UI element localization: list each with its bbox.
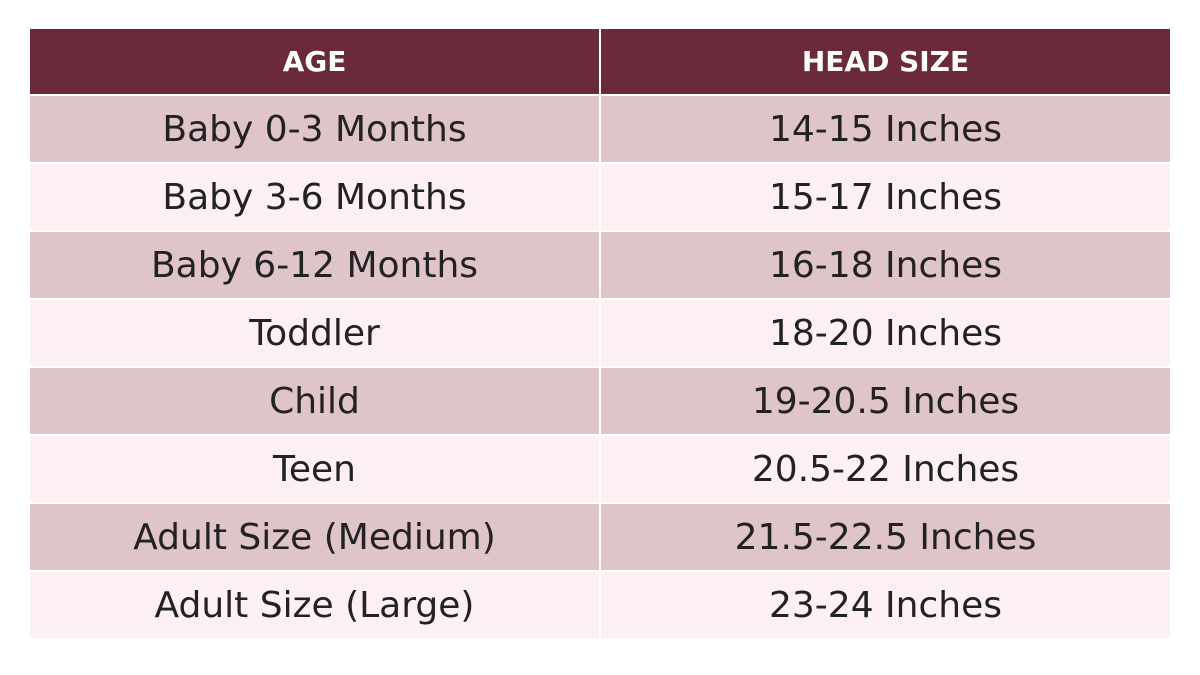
table-cell: Adult Size (Medium)	[30, 502, 601, 572]
table-cell: 16-18 Inches	[599, 230, 1170, 300]
table-cell: Baby 0-3 Months	[30, 94, 601, 164]
column-header: AGE	[30, 29, 601, 96]
table-row: Baby 6-12 Months 16-18 Inches	[30, 230, 1170, 300]
table-row: Baby 3-6 Months 15-17 Inches	[30, 162, 1170, 232]
head-size-table: AGE HEAD SIZE Baby 0-3 Months 14-15 Inches…	[30, 29, 1170, 640]
table-cell: 20.5-22 Inches	[599, 434, 1170, 504]
table-row: Baby 0-3 Months 14-15 Inches	[30, 94, 1170, 164]
table-cell: 15-17 Inches	[599, 162, 1170, 232]
table-cell: 14-15 Inches	[599, 94, 1170, 164]
table-cell: Child	[30, 366, 601, 436]
table-cell: Adult Size (Large)	[30, 570, 601, 640]
table-row: Teen 20.5-22 Inches	[30, 434, 1170, 504]
table-cell: Toddler	[30, 298, 601, 368]
table-cell: 18-20 Inches	[599, 298, 1170, 368]
table-row: Adult Size (Medium) 21.5-22.5 Inches	[30, 502, 1170, 572]
table-cell: Baby 6-12 Months	[30, 230, 601, 300]
table-cell: 21.5-22.5 Inches	[599, 502, 1170, 572]
table-row: Toddler 18-20 Inches	[30, 298, 1170, 368]
table-cell: 19-20.5 Inches	[599, 366, 1170, 436]
table-cell: Teen	[30, 434, 601, 504]
table-row: Adult Size (Large) 23-24 Inches	[30, 570, 1170, 640]
table-cell: 23-24 Inches	[599, 570, 1170, 640]
table-row: Child 19-20.5 Inches	[30, 366, 1170, 436]
column-header: HEAD SIZE	[599, 29, 1170, 96]
table-body: Baby 0-3 Months 14-15 Inches Baby 3-6 Mont…	[30, 94, 1170, 640]
header-row: AGE HEAD SIZE	[30, 29, 1170, 96]
table-cell: Baby 3-6 Months	[30, 162, 601, 232]
